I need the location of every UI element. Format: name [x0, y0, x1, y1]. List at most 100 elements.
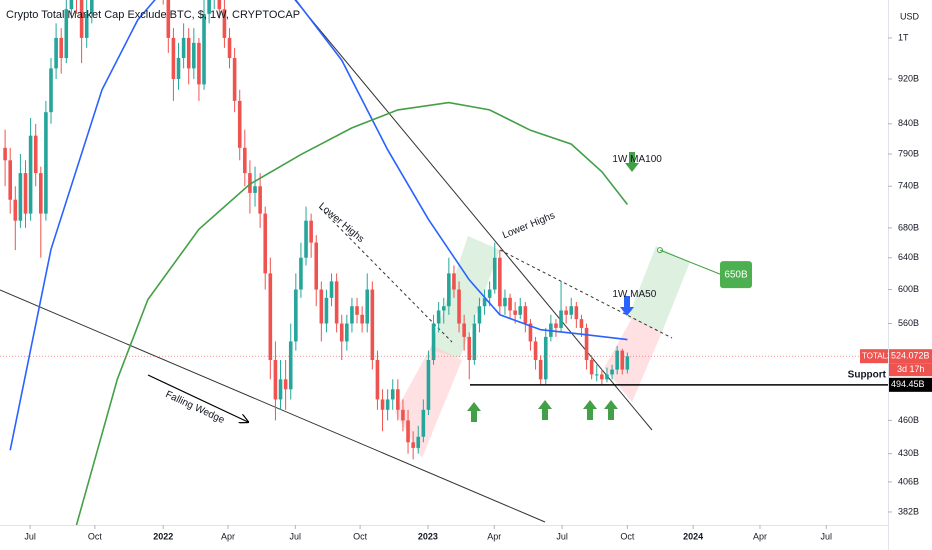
candle-body: [396, 389, 400, 410]
candle-body: [192, 42, 196, 69]
price-tag-label: 524.072B: [891, 351, 930, 361]
x-tick-label: Jul: [821, 531, 833, 541]
countdown-tag: [889, 363, 932, 377]
candle-body: [263, 213, 268, 274]
candle-body: [605, 374, 609, 380]
candle-body: [23, 173, 28, 214]
candle-body: [498, 257, 502, 307]
candle-body: [288, 341, 293, 390]
price-tag-label: 494.45B: [891, 379, 925, 389]
candle-body: [171, 37, 176, 79]
x-tick-label: Oct: [620, 531, 635, 541]
x-tick-label: 2023: [418, 531, 438, 541]
candle-body: [217, 0, 222, 10]
y-tick-label: 840B: [898, 118, 919, 128]
candle-body: [533, 341, 538, 361]
candle-body: [538, 360, 543, 380]
candle-body: [258, 186, 262, 214]
price-tag: [889, 349, 932, 364]
candle-body: [28, 135, 33, 214]
x-tick-label: Jul: [24, 531, 36, 541]
candle-body: [569, 306, 574, 315]
x-tick-label: 2024: [683, 531, 703, 541]
candle-body: [431, 323, 436, 361]
candle-body: [589, 360, 594, 375]
x-tick-label: 2022: [153, 531, 173, 541]
trendline: [0, 289, 546, 523]
candle-body: [350, 306, 354, 324]
candle-body: [39, 173, 43, 214]
candle-body: [334, 281, 339, 324]
candle-body: [600, 374, 604, 380]
support-label: Support: [848, 369, 887, 380]
trendline: [294, 0, 653, 431]
candle-body: [421, 409, 426, 437]
candle-body: [559, 310, 563, 328]
target-label: 650B: [724, 270, 748, 281]
candle-body: [380, 399, 385, 410]
candle-body: [518, 306, 523, 315]
candle-body: [176, 58, 181, 79]
price-tag: [889, 377, 932, 392]
chart-title: Crypto Total Market Cap Exclude BTC, $, …: [6, 9, 300, 21]
candle-body: [329, 281, 334, 298]
candle-body: [564, 310, 568, 315]
candle-body: [472, 323, 477, 361]
y-tick-label: 430B: [898, 448, 919, 458]
x-tick-label: Apr: [221, 531, 235, 541]
candle-body: [304, 220, 308, 258]
lower-highs-line: [319, 207, 453, 343]
candle-body: [441, 306, 446, 311]
candle-body: [8, 160, 13, 200]
candle-body: [426, 360, 431, 410]
candle-body: [268, 273, 273, 361]
candle-body: [390, 389, 395, 400]
candle-body: [584, 327, 589, 361]
candle-body: [49, 68, 53, 113]
x-tick-label: Oct: [88, 531, 103, 541]
y-tick-label: 1T: [898, 32, 909, 42]
candle-body: [294, 289, 298, 342]
candle-body: [90, 0, 94, 14]
candle-body: [523, 306, 528, 324]
candle-body: [64, 9, 69, 59]
candle-body: [487, 289, 492, 298]
candle-body: [579, 319, 584, 328]
y-tick-label: 640B: [898, 252, 919, 262]
candle-body: [610, 369, 614, 375]
candle-body: [452, 273, 456, 290]
candle-body: [283, 379, 288, 390]
candle-body: [416, 436, 421, 448]
series-label: 1W MA50: [612, 289, 656, 300]
y-tick-label: 560B: [898, 318, 919, 328]
candle-body: [278, 379, 283, 400]
candle-body: [467, 336, 472, 361]
candle-body: [554, 323, 558, 328]
target-box: [720, 261, 752, 289]
candle-body: [594, 374, 599, 376]
candle-body: [385, 399, 390, 410]
candle-body: [528, 323, 533, 342]
candle-body: [436, 310, 441, 324]
candle-body: [406, 420, 410, 443]
x-tick-label: Jul: [290, 531, 302, 541]
candle-body: [360, 314, 364, 324]
candle-body: [508, 297, 512, 311]
candle-body: [447, 273, 451, 307]
y-tick-label: 460B: [898, 415, 919, 425]
candle-body: [202, 13, 206, 85]
x-tick-label: Jul: [556, 531, 568, 541]
candle-body: [18, 173, 23, 221]
candle-body: [237, 100, 242, 148]
candle-body: [503, 297, 507, 307]
series-label: 1W MA100: [612, 154, 662, 165]
channel-up: [628, 246, 690, 332]
x-tick-label: Apr: [753, 531, 767, 541]
candle-body: [370, 289, 375, 361]
currency-label: USD: [900, 11, 920, 21]
countdown-label: 3d 17h: [897, 364, 925, 374]
candle-body: [543, 336, 548, 380]
candle-body: [54, 37, 58, 69]
candle-body: [299, 257, 303, 290]
